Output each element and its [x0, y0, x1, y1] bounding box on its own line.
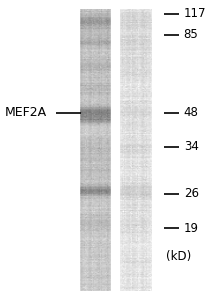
- Text: 26: 26: [184, 187, 199, 200]
- Bar: [0, 0, 79, 300]
- Bar: [112, 0, 119, 300]
- Text: 34: 34: [184, 140, 198, 154]
- Text: (kD): (kD): [166, 250, 191, 263]
- Text: 85: 85: [184, 28, 198, 41]
- Bar: [152, 0, 224, 300]
- Text: 19: 19: [184, 221, 199, 235]
- Text: MEF2A: MEF2A: [4, 106, 47, 119]
- Text: 117: 117: [184, 7, 206, 20]
- Text: 48: 48: [184, 106, 198, 119]
